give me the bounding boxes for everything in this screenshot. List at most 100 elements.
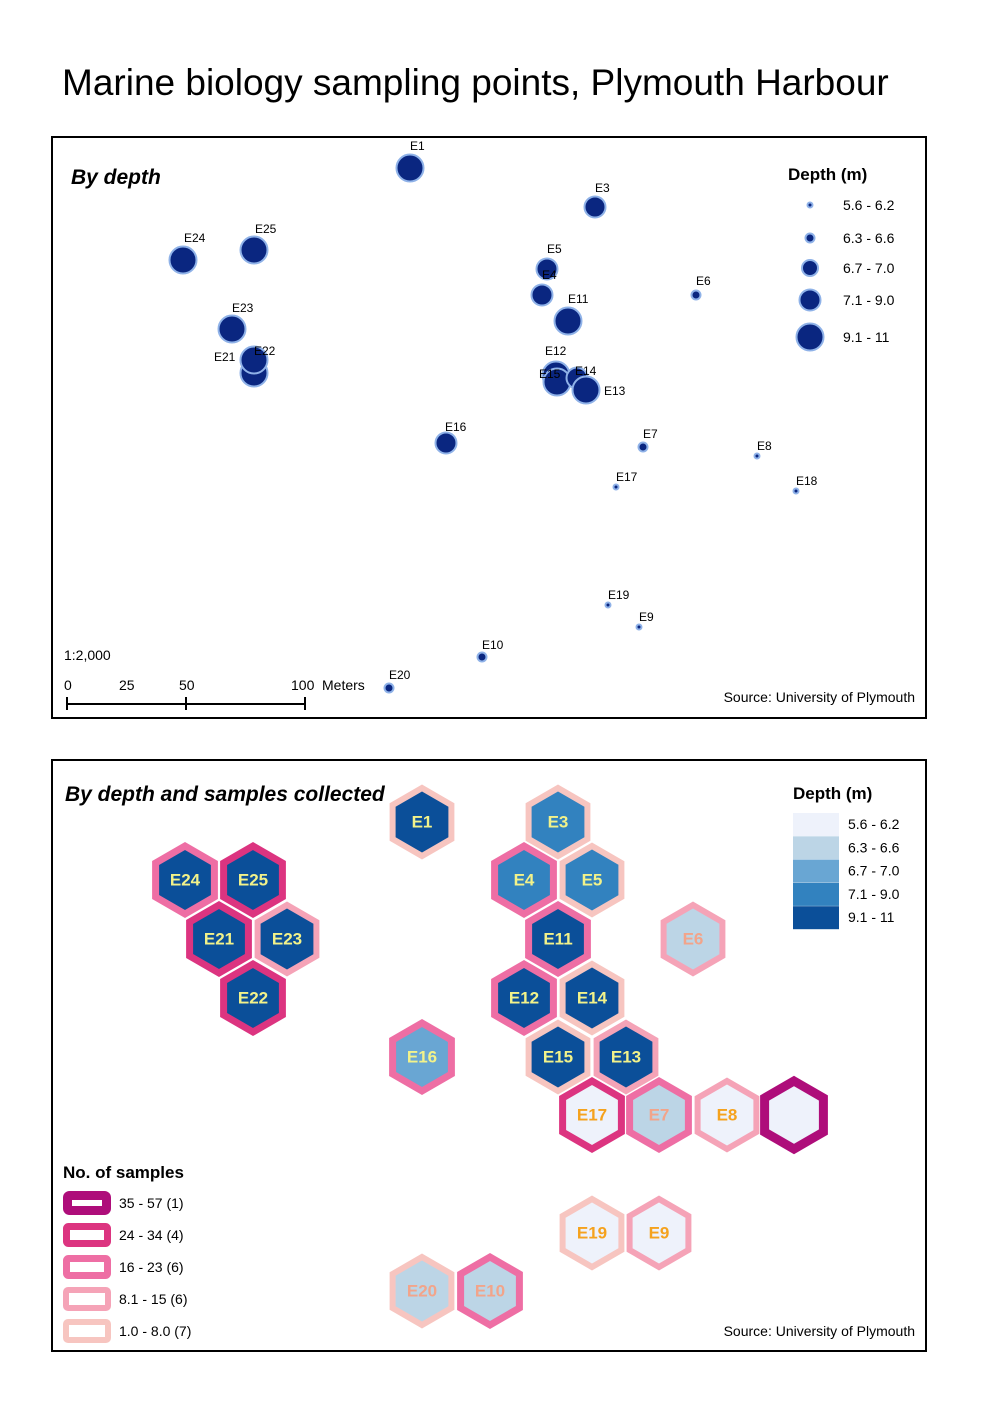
sample-point-label: E10 <box>482 638 504 652</box>
hex-cell-e10 <box>457 1252 523 1330</box>
hex-cell-e20 <box>389 1253 455 1329</box>
hex-cell-e14 <box>559 960 625 1036</box>
hex-panel-title: By depth and samples collected <box>65 783 386 806</box>
samples-legend-swatch <box>63 1191 111 1215</box>
depth-panel-title: By depth <box>71 166 161 189</box>
hex-label: E8 <box>717 1106 738 1125</box>
sample-point-e22 <box>239 345 269 375</box>
sample-point-label: E13 <box>604 384 626 398</box>
scale-unit: Meters <box>322 677 365 693</box>
depth-legend-label: 9.1 - 11 <box>843 329 890 345</box>
hex-label: E24 <box>170 871 201 890</box>
hex-depth-legend-label: 9.1 - 11 <box>848 909 895 925</box>
sample-point-e5 <box>535 257 559 281</box>
hex-map: By depth and samples collected E1 E24 E25 E… <box>63 783 915 1343</box>
hex-cell-e25 <box>220 841 286 919</box>
sample-point-e18 <box>792 487 800 495</box>
samples-legend-label: 1.0 - 8.0 (7) <box>119 1323 191 1339</box>
depth-legend-symbol <box>801 259 819 277</box>
sample-point-label: E17 <box>616 470 638 484</box>
sample-point-label: E5 <box>547 242 562 256</box>
hex-label: E25 <box>238 871 268 890</box>
sample-point-e10 <box>476 651 488 663</box>
depth-legend-label: 6.7 - 7.0 <box>843 260 895 276</box>
depth-legend-symbol <box>798 288 822 312</box>
hex-label: E6 <box>683 930 704 949</box>
scale-ratio: 1:2,000 <box>64 647 111 663</box>
samples-legend-label: 24 - 34 (4) <box>119 1227 184 1243</box>
hex-depth-legend-label: 5.6 - 6.2 <box>848 816 900 832</box>
depth-legend-label: 5.6 - 6.2 <box>843 197 895 213</box>
sample-point-e3 <box>583 195 607 219</box>
hex-layer: E1 E24 E25 E21 E23 E22 E3 E4 E5 E11 E6 E12 E14 E16 E15… <box>152 784 828 1330</box>
sample-point-e24 <box>168 245 198 275</box>
hex-label: E21 <box>204 930 234 949</box>
hex-label: E17 <box>577 1106 607 1125</box>
hex-cell-e15 <box>525 1019 591 1095</box>
hex-label: E7 <box>649 1106 670 1125</box>
samples-legend-swatch <box>63 1287 111 1311</box>
hex-cell-e18 <box>760 1075 828 1155</box>
depth-source: Source: University of Plymouth <box>724 689 915 705</box>
hex-cell-e19 <box>559 1195 625 1271</box>
sample-point-e25 <box>239 235 269 265</box>
hex-label: E1 <box>412 813 433 832</box>
depth-legend-symbol <box>795 322 825 352</box>
hex-cell-e23 <box>254 901 320 977</box>
sample-point-e20 <box>383 682 395 694</box>
hex-label: E9 <box>649 1224 670 1243</box>
sample-point-e23 <box>217 314 247 344</box>
hex-cell-e1 <box>389 784 455 860</box>
depth-legend-title: Depth (m) <box>788 165 867 184</box>
depth-legend-symbol <box>806 201 814 209</box>
hex-depth-legend-label: 6.3 - 6.6 <box>848 839 900 855</box>
hex-cell-e22 <box>220 959 286 1037</box>
samples-legend-label: 35 - 57 (1) <box>119 1195 184 1211</box>
hex-cell-e3 <box>525 784 591 860</box>
sample-point-label: E19 <box>608 588 630 602</box>
sample-point-label: E16 <box>445 420 467 434</box>
hex-cell-e9 <box>626 1195 692 1271</box>
hex-label: E22 <box>238 989 268 1008</box>
sample-point-e1 <box>395 153 425 183</box>
hex-label: E19 <box>577 1224 607 1243</box>
hex-cell-e7 <box>626 1076 692 1154</box>
hex-cell-e11 <box>525 900 591 978</box>
hex-depth-legend-title: Depth (m) <box>793 784 872 803</box>
sample-point-label: E11 <box>568 292 589 306</box>
sample-point-e11 <box>553 306 583 336</box>
hex-cell-e4 <box>491 841 557 919</box>
sample-point-label: E14 <box>575 364 597 378</box>
hex-map-panel: By depth and samples collected E1 E24 E25 E… <box>51 759 927 1352</box>
samples-legend-label: 8.1 - 15 (6) <box>119 1291 187 1307</box>
hex-cell-e8 <box>694 1077 760 1153</box>
hex-depth-legend-swatch <box>793 836 839 860</box>
sample-point-label: E15 <box>539 367 561 381</box>
sample-point-label: E3 <box>595 181 610 195</box>
sample-point-label: E18 <box>796 474 818 488</box>
hex-label: E10 <box>475 1282 505 1301</box>
depth-map: By depth E1 E3 E24 E25 E5 E4 E6 E11 E23 E21 E22 E12… <box>64 139 915 710</box>
samples-legend-swatch <box>63 1223 111 1247</box>
hex-label: E4 <box>514 871 535 890</box>
sample-point-label: E8 <box>757 439 772 453</box>
hex-label: E13 <box>611 1048 641 1067</box>
sample-point-label: E21 <box>214 350 236 364</box>
sample-point-e17 <box>612 483 620 491</box>
samples-legend-title: No. of samples <box>63 1163 184 1182</box>
sample-point-e13 <box>571 375 601 405</box>
hex-label: E15 <box>543 1048 573 1067</box>
hex-cell-e5 <box>559 842 625 918</box>
hex-depth-legend-label: 7.1 - 9.0 <box>848 886 900 902</box>
sample-point-e16 <box>434 431 458 455</box>
scale-bar: 1:2,000 0 25 50 100 Meters <box>64 647 365 710</box>
samples-legend: No. of samples 35 - 57 (1) 24 - 34 (4) 16 … <box>63 1163 191 1343</box>
hex-cell-e21 <box>186 900 252 978</box>
sample-point-label: E24 <box>184 231 206 245</box>
hex-label: E14 <box>577 989 608 1008</box>
sample-point-label: E1 <box>410 139 425 153</box>
scale-tick-100: 100 <box>291 677 315 693</box>
sample-point-label: E25 <box>255 222 277 236</box>
hex-label: E23 <box>272 930 302 949</box>
depth-legend: Depth (m) 5.6 - 6.2 6.3 - 6.6 6.7 - 7.0 7.1… <box>788 165 895 352</box>
